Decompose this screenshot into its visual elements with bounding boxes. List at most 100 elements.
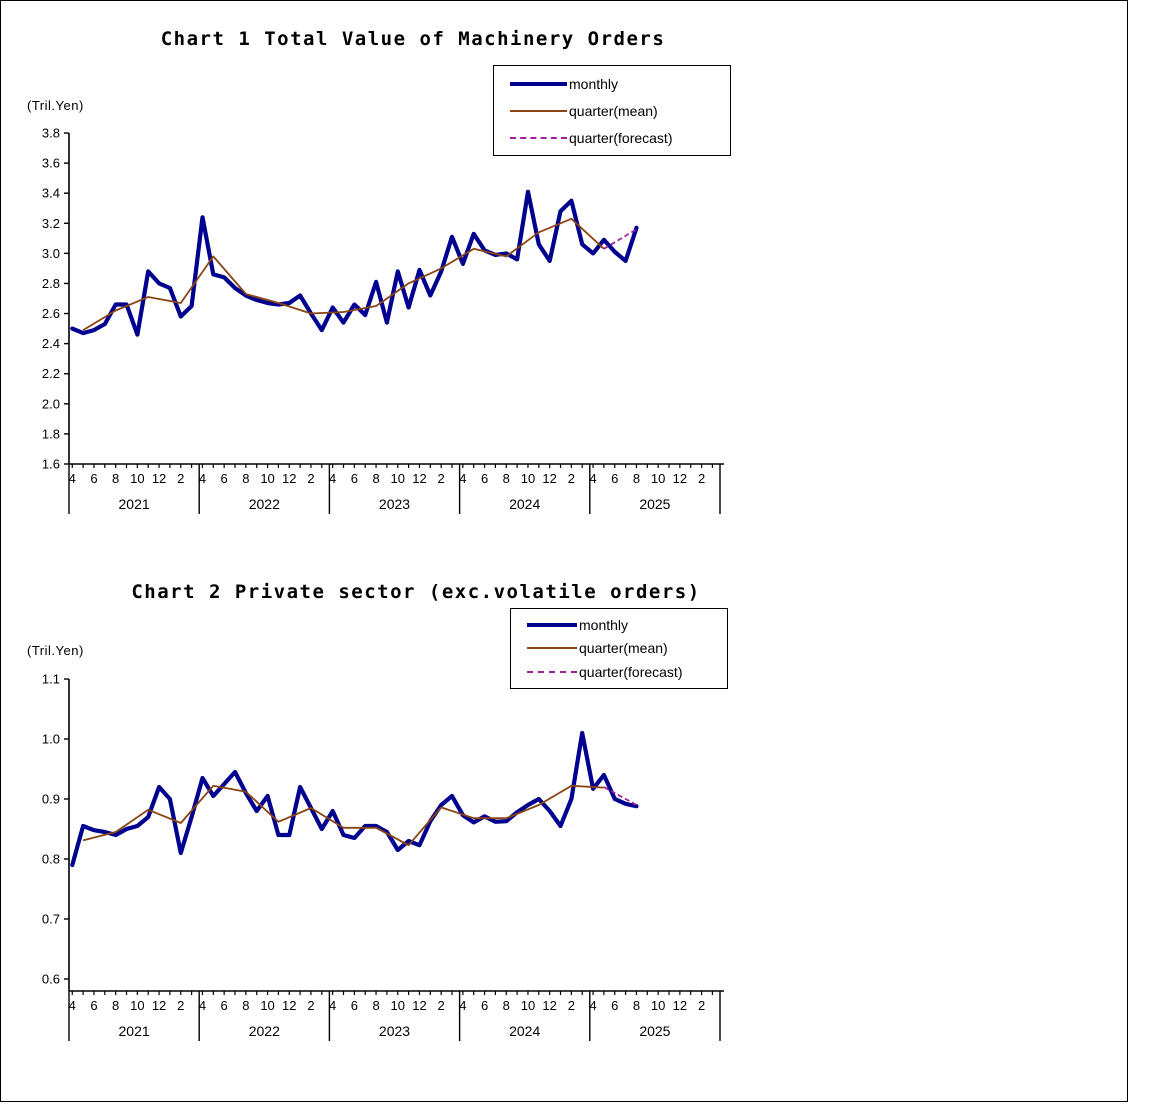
svg-text:4: 4: [199, 471, 206, 486]
svg-text:12: 12: [412, 998, 426, 1013]
svg-text:0.6: 0.6: [42, 972, 60, 987]
svg-text:2021: 2021: [119, 496, 150, 512]
svg-text:2024: 2024: [509, 1023, 540, 1039]
legend-item-quarter-forecast: quarter(forecast): [527, 664, 727, 680]
svg-text:2: 2: [438, 998, 445, 1013]
svg-text:8: 8: [112, 471, 119, 486]
chart2-legend: monthly quarter(mean) quarter(forecast): [510, 608, 728, 689]
legend-item-quarter-mean: quarter(mean): [510, 103, 730, 119]
svg-text:1.1: 1.1: [42, 672, 60, 687]
svg-text:2.4: 2.4: [42, 336, 60, 351]
svg-text:12: 12: [673, 998, 687, 1013]
svg-text:8: 8: [242, 471, 249, 486]
svg-text:2.8: 2.8: [42, 276, 60, 291]
svg-text:10: 10: [260, 998, 274, 1013]
legend-item-quarter-mean: quarter(mean): [527, 640, 727, 656]
svg-text:12: 12: [152, 471, 166, 486]
svg-text:2: 2: [698, 998, 705, 1013]
svg-text:8: 8: [503, 471, 510, 486]
svg-text:0.7: 0.7: [42, 912, 60, 927]
svg-text:8: 8: [242, 998, 249, 1013]
chart2-title: Chart 2 Private sector (exc.volatile ord…: [131, 581, 701, 603]
svg-text:4: 4: [69, 471, 76, 486]
svg-text:6: 6: [351, 998, 358, 1013]
legend-label: quarter(forecast): [579, 664, 683, 681]
svg-text:12: 12: [152, 998, 166, 1013]
svg-text:2022: 2022: [249, 496, 280, 512]
svg-text:2: 2: [177, 998, 184, 1013]
svg-text:12: 12: [282, 998, 296, 1013]
svg-text:6: 6: [611, 998, 618, 1013]
legend-item-monthly: monthly: [510, 76, 730, 92]
svg-text:10: 10: [391, 471, 405, 486]
svg-text:6: 6: [611, 471, 618, 486]
legend-label: monthly: [579, 616, 629, 633]
svg-text:12: 12: [412, 471, 426, 486]
svg-text:6: 6: [351, 471, 358, 486]
svg-text:1.0: 1.0: [42, 732, 60, 747]
svg-text:3.8: 3.8: [42, 126, 60, 141]
svg-text:4: 4: [589, 471, 596, 486]
chart1-title: Chart 1 Total Value of Machinery Orders: [160, 28, 666, 50]
svg-text:2: 2: [698, 471, 705, 486]
legend-label: quarter(mean): [569, 102, 658, 119]
svg-text:8: 8: [503, 998, 510, 1013]
legend-item-monthly: monthly: [527, 617, 727, 633]
svg-text:8: 8: [112, 998, 119, 1013]
chart1-legend: monthly quarter(mean) quarter(forecast): [493, 65, 731, 156]
svg-text:4: 4: [329, 471, 336, 486]
svg-text:3.4: 3.4: [42, 186, 60, 201]
svg-text:2: 2: [307, 998, 314, 1013]
svg-text:6: 6: [481, 998, 488, 1013]
svg-text:6: 6: [221, 471, 228, 486]
svg-text:3.2: 3.2: [42, 216, 60, 231]
svg-text:6: 6: [481, 471, 488, 486]
svg-text:8: 8: [633, 471, 640, 486]
svg-text:3.6: 3.6: [42, 156, 60, 171]
svg-text:2025: 2025: [639, 496, 670, 512]
page-frame: Chart 1 Total Value of Machinery Orders …: [0, 0, 1128, 1102]
svg-text:8: 8: [372, 471, 379, 486]
svg-text:10: 10: [130, 471, 144, 486]
monthly-line-swatch: [510, 81, 567, 86]
legend-label: monthly: [569, 75, 619, 92]
svg-text:10: 10: [521, 471, 535, 486]
quarter-forecast-line-swatch: [510, 136, 567, 139]
svg-text:2: 2: [568, 471, 575, 486]
legend-item-quarter-forecast: quarter(forecast): [510, 130, 730, 146]
svg-text:10: 10: [391, 998, 405, 1013]
svg-text:2: 2: [568, 998, 575, 1013]
legend-label: quarter(forecast): [569, 129, 673, 146]
svg-text:8: 8: [633, 998, 640, 1013]
svg-text:6: 6: [90, 471, 97, 486]
svg-text:2: 2: [307, 471, 314, 486]
svg-text:2.0: 2.0: [42, 396, 60, 411]
charts-canvas: 3.83.63.43.23.02.82.62.42.22.01.81.64 6 8 1…: [42, 126, 724, 1041]
svg-text:10: 10: [260, 471, 274, 486]
svg-text:10: 10: [521, 998, 535, 1013]
svg-text:8: 8: [372, 998, 379, 1013]
svg-text:4: 4: [69, 998, 76, 1013]
chart1-unit-label: (Tril.Yen): [27, 98, 84, 113]
svg-text:2.6: 2.6: [42, 306, 60, 321]
svg-text:4: 4: [329, 998, 336, 1013]
svg-text:6: 6: [221, 998, 228, 1013]
monthly-line-swatch: [527, 622, 577, 627]
svg-text:1.8: 1.8: [42, 426, 60, 441]
svg-text:3.0: 3.0: [42, 246, 60, 261]
svg-text:6: 6: [90, 998, 97, 1013]
svg-text:2023: 2023: [379, 1023, 410, 1039]
svg-text:0.8: 0.8: [42, 852, 60, 867]
svg-text:12: 12: [542, 471, 556, 486]
svg-text:10: 10: [651, 998, 665, 1013]
svg-text:12: 12: [542, 998, 556, 1013]
svg-text:2023: 2023: [379, 496, 410, 512]
svg-text:4: 4: [199, 998, 206, 1013]
quarter-mean-line-swatch: [527, 647, 577, 650]
svg-text:10: 10: [651, 471, 665, 486]
svg-text:4: 4: [459, 998, 466, 1013]
svg-text:0.9: 0.9: [42, 792, 60, 807]
svg-text:2: 2: [177, 471, 184, 486]
quarter-forecast-line-swatch: [527, 671, 577, 674]
svg-text:1.6: 1.6: [42, 456, 60, 471]
